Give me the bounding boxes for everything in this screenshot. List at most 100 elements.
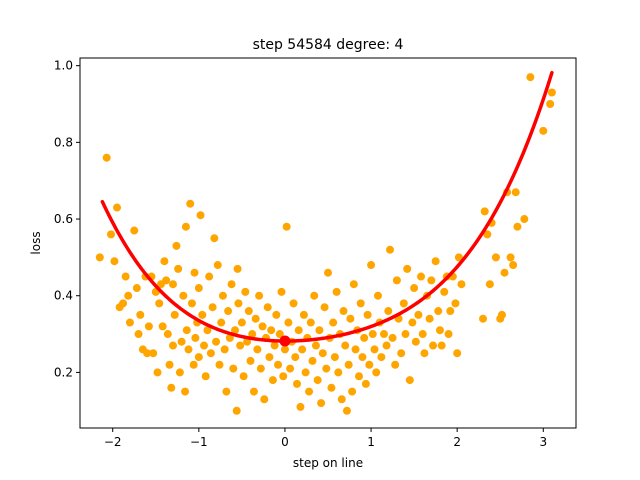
data-point [233, 264, 242, 273]
data-point [342, 406, 351, 415]
data-point [263, 303, 272, 312]
data-point [435, 326, 444, 335]
data-point [408, 318, 417, 327]
data-point [339, 307, 348, 316]
data-point [208, 303, 217, 312]
data-point [317, 399, 326, 408]
data-point [143, 349, 152, 358]
data-point [260, 395, 269, 404]
data-point [194, 353, 203, 362]
data-point [218, 291, 227, 300]
data-point [372, 368, 381, 377]
data-point [420, 349, 429, 358]
data-point [414, 310, 423, 319]
data-point [311, 341, 320, 350]
data-point [370, 345, 379, 354]
data-point [299, 310, 308, 319]
data-point [174, 264, 183, 273]
data-point [373, 291, 382, 300]
data-point [497, 310, 506, 319]
data-point [457, 280, 466, 289]
data-point [322, 364, 331, 373]
axes-frame [79, 57, 577, 429]
data-point [506, 253, 515, 262]
data-point [280, 345, 289, 354]
data-point [191, 333, 200, 342]
data-point [279, 372, 288, 381]
data-point [405, 376, 414, 385]
data-point [124, 291, 133, 300]
data-point [296, 402, 305, 411]
data-point [526, 73, 535, 82]
data-point [479, 314, 487, 323]
data-point [212, 337, 221, 346]
data-point [310, 291, 319, 300]
data-point [388, 333, 397, 342]
data-point [239, 372, 248, 381]
data-point [246, 356, 255, 365]
data-point [163, 330, 172, 339]
data-point [451, 299, 460, 308]
data-point [160, 257, 169, 266]
x-tick-label: 2 [453, 435, 461, 449]
data-point [356, 299, 365, 308]
data-point [268, 376, 277, 385]
data-point [392, 276, 401, 285]
data-point [308, 356, 317, 365]
data-point [318, 349, 327, 358]
data-point [253, 345, 262, 354]
data-point [365, 360, 374, 369]
data-point [348, 387, 357, 396]
data-point [136, 310, 145, 319]
data-point [256, 364, 265, 373]
data-point [95, 253, 104, 262]
data-point [480, 207, 489, 216]
data-point [434, 307, 443, 316]
data-point [249, 387, 258, 396]
data-point [102, 153, 111, 162]
data-point [293, 379, 301, 388]
data-point [344, 360, 353, 369]
data-point [298, 345, 307, 354]
data-point [236, 341, 245, 350]
data-point [546, 100, 555, 109]
data-point [341, 341, 350, 350]
data-point [155, 299, 164, 308]
data-point [454, 253, 463, 262]
data-point [377, 353, 386, 362]
data-point [113, 203, 122, 212]
data-point [410, 284, 419, 293]
data-point [509, 261, 518, 270]
data-point [169, 280, 177, 289]
data-point [334, 368, 343, 377]
data-point [170, 310, 179, 319]
data-point [355, 372, 363, 381]
data-point [125, 318, 134, 327]
data-point [232, 406, 241, 415]
data-point [190, 268, 199, 277]
plot-area [79, 57, 577, 429]
data-point [213, 261, 222, 270]
data-point [391, 360, 400, 369]
data-point [363, 310, 372, 319]
y-tick-label: 0.6 [54, 212, 73, 226]
data-point [440, 287, 449, 296]
chart-title: step 54584 degree: 4 [253, 37, 404, 53]
data-point [305, 387, 314, 396]
y-tick-label: 1.0 [54, 59, 73, 73]
data-point [272, 310, 281, 319]
x-tick-label: −1 [190, 435, 208, 449]
data-point [294, 326, 303, 335]
data-point [196, 211, 205, 220]
data-point [169, 341, 177, 350]
data-point [485, 280, 494, 289]
data-point [425, 314, 434, 323]
data-point [483, 230, 492, 239]
y-tick-label: 0.4 [54, 289, 73, 303]
data-point [444, 330, 453, 339]
data-point [349, 280, 358, 289]
data-point [244, 307, 253, 316]
data-point [165, 360, 174, 369]
data-point [149, 349, 158, 358]
data-point [429, 341, 438, 350]
